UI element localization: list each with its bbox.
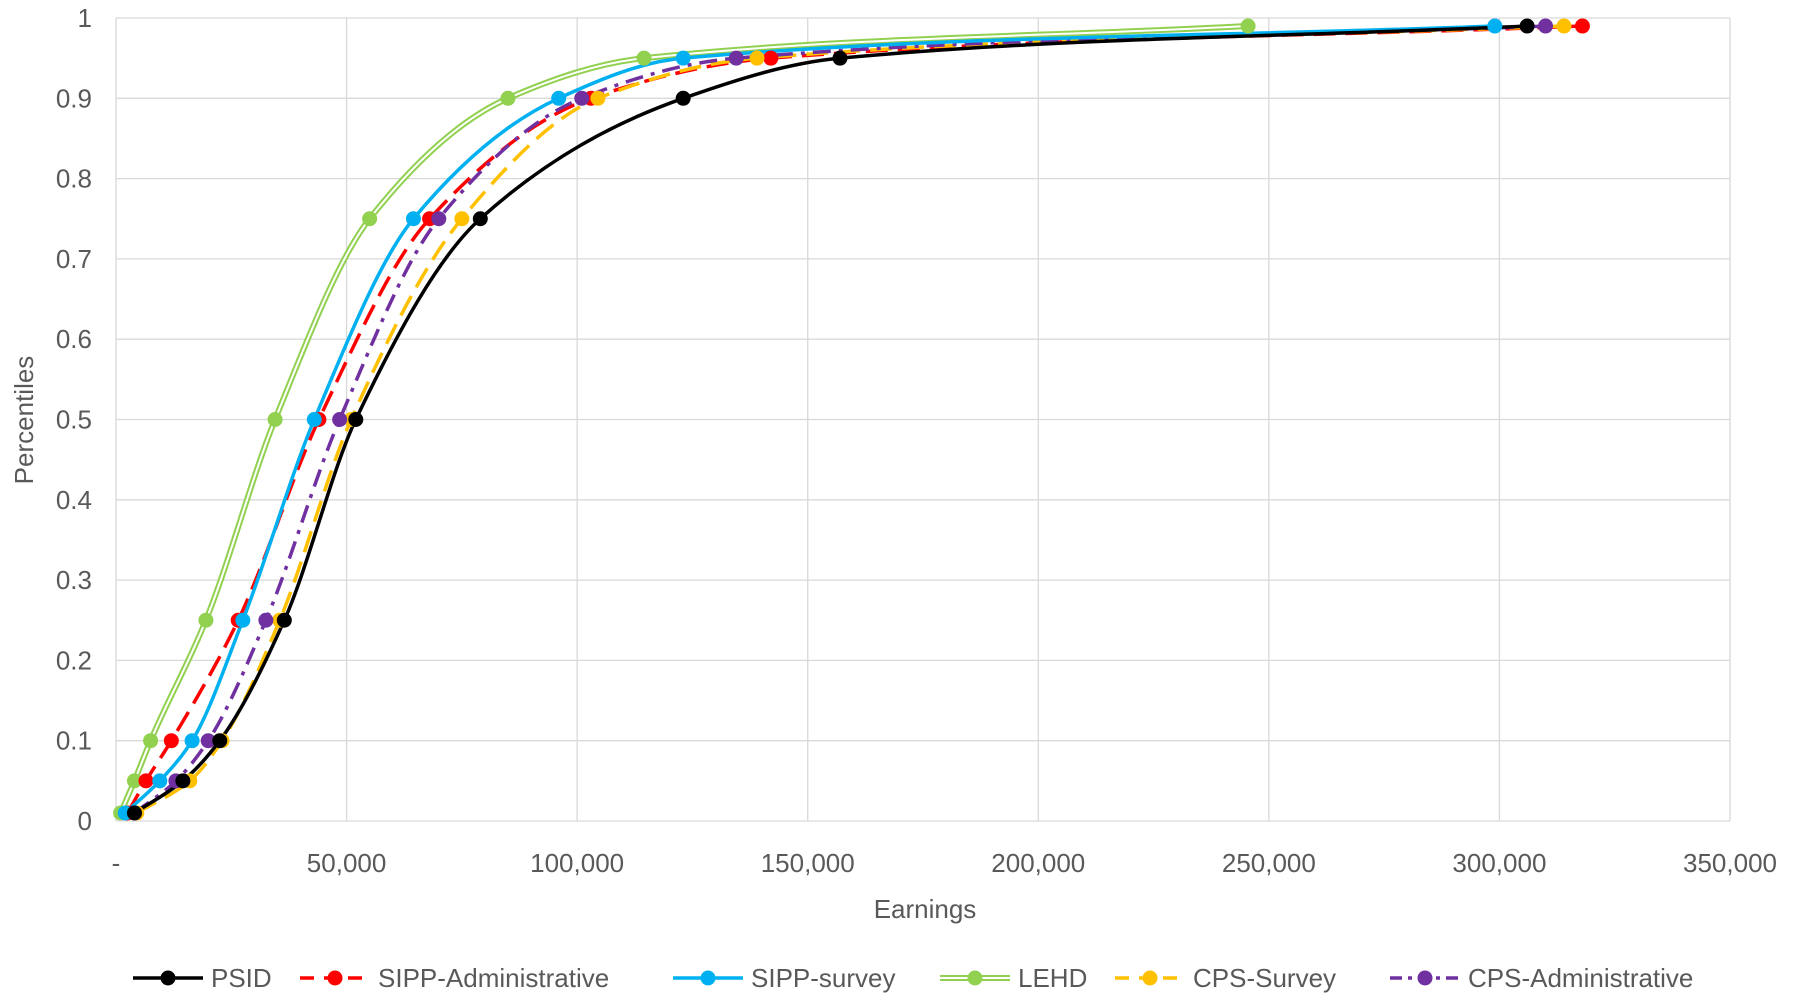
data-point-lehd: [267, 412, 283, 427]
legend-marker: [1142, 970, 1158, 986]
x-tick-label: 100,000: [530, 848, 624, 878]
y-tick-label: 0.8: [56, 164, 92, 194]
y-tick-label: 1: [78, 3, 92, 33]
data-point-lehd: [1240, 18, 1256, 34]
legend-item-lehd: LEHD: [940, 963, 1087, 993]
data-point-psid: [212, 733, 228, 749]
series-markers: [113, 18, 1590, 821]
data-point-lehd: [362, 211, 378, 227]
x-tick-label: 200,000: [991, 848, 1085, 878]
x-tick-label: 250,000: [1222, 848, 1316, 878]
data-point-cps-survey: [454, 211, 470, 227]
data-point-lehd: [636, 50, 652, 66]
data-point-cps-survey: [749, 50, 765, 66]
data-point-sipp-survey: [184, 733, 200, 749]
x-tick-label: 150,000: [761, 848, 855, 878]
data-point-sipp-administrative: [763, 50, 779, 66]
data-point-sipp-survey: [675, 50, 691, 66]
legend-label: SIPP-Administrative: [378, 963, 609, 993]
data-point-cps-administrative: [574, 90, 590, 106]
data-point-lehd: [500, 90, 516, 106]
data-point-psid: [675, 90, 691, 106]
data-point-cps-administrative: [431, 211, 447, 227]
data-point-psid: [472, 211, 488, 227]
legend-item-cps-survey: CPS-Survey: [1115, 963, 1336, 993]
data-point-lehd: [198, 612, 214, 628]
data-point-psid: [348, 412, 364, 427]
legend-marker: [160, 970, 176, 986]
data-point-psid: [175, 773, 191, 789]
data-point-lehd: [143, 733, 159, 749]
data-point-cps-survey: [590, 90, 606, 106]
data-point-sipp-survey: [152, 773, 168, 789]
y-tick-label: 0.1: [56, 726, 92, 756]
legend-label: SIPP-survey: [751, 963, 896, 993]
y-tick-label: 0.7: [56, 244, 92, 274]
series-line-cps-administrative: [133, 24, 1546, 815]
data-point-sipp-survey: [235, 612, 251, 628]
data-point-psid: [1519, 18, 1535, 34]
data-point-lehd: [126, 773, 142, 789]
data-point-cps-survey: [1556, 18, 1572, 34]
y-tick-label: 0.3: [56, 565, 92, 595]
legend-label: PSID: [211, 963, 272, 993]
legend-marker: [700, 970, 716, 986]
x-tick-label: 350,000: [1683, 848, 1777, 878]
legend-item-sipp-survey: SIPP-survey: [673, 963, 896, 993]
y-tick-label: 0: [78, 806, 92, 836]
data-point-sipp-survey: [405, 211, 421, 227]
legend-item-psid: PSID: [133, 963, 272, 993]
y-tick-label: 0.9: [56, 83, 92, 113]
data-point-sipp-survey: [1487, 18, 1503, 34]
x-tick-label: 50,000: [307, 848, 387, 878]
y-axis-title: Percentiles: [9, 356, 39, 485]
data-point-cps-administrative: [200, 733, 216, 749]
data-point-cps-administrative: [258, 612, 274, 628]
x-tick-label: -: [112, 848, 121, 878]
y-tick-label: 0.2: [56, 645, 92, 675]
x-axis-title: Earnings: [874, 894, 977, 924]
legend-marker: [327, 970, 343, 986]
y-tick-label: 0.6: [56, 324, 92, 354]
y-tick-label: 0.4: [56, 485, 92, 515]
data-point-sipp-administrative: [1574, 18, 1590, 34]
data-point-sipp-administrative: [138, 773, 154, 789]
legend-item-sipp-administrative: SIPP-Administrative: [300, 963, 609, 993]
series-line-sipp-administrative: [126, 24, 1583, 814]
data-point-psid: [126, 805, 142, 821]
data-point-cps-administrative: [332, 412, 348, 427]
legend-label: CPS-Survey: [1193, 963, 1336, 993]
data-point-psid: [832, 50, 848, 66]
legend-marker: [1417, 970, 1433, 986]
data-point-cps-administrative: [728, 50, 744, 66]
data-point-psid: [276, 612, 292, 628]
legend: PSID SIPP-Administrative SIPP-survey LEHD CP…: [133, 963, 1693, 993]
legend-label: LEHD: [1018, 963, 1087, 993]
data-point-cps-administrative: [1538, 18, 1554, 34]
legend-item-cps-administrative: CPS-Administrative: [1390, 963, 1693, 993]
legend-label: CPS-Administrative: [1468, 963, 1693, 993]
y-tick-label: 0.5: [56, 405, 92, 435]
data-point-sipp-survey: [306, 412, 322, 427]
x-tick-label: 300,000: [1452, 848, 1546, 878]
data-point-sipp-administrative: [163, 733, 179, 749]
data-point-sipp-survey: [551, 90, 567, 106]
axes: 0 0.1 0.2 0.3 0.4 0.5 0.6 0.7 0.8 0.9 1 - 50,000 100,…: [56, 3, 1777, 878]
legend-marker: [967, 970, 983, 986]
series-line-cps-survey: [135, 24, 1565, 815]
